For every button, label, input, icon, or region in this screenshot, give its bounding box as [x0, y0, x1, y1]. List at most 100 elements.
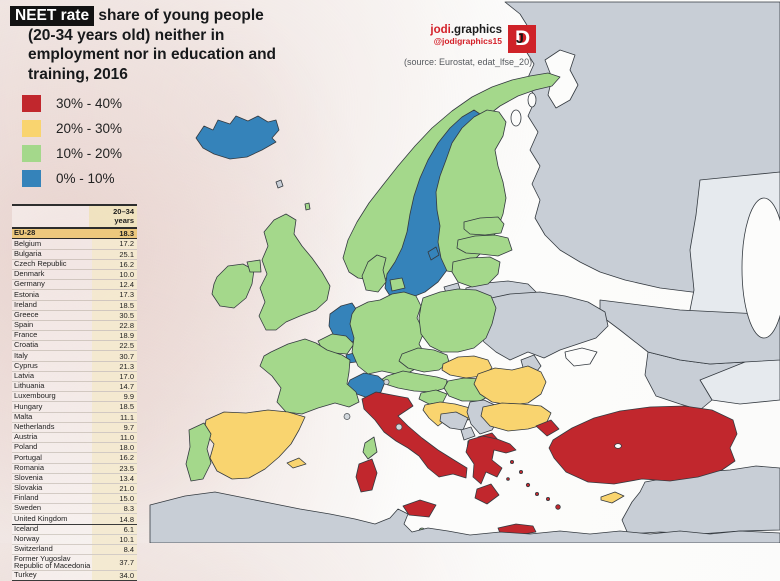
- neet-value-cell: 10.0: [92, 269, 137, 280]
- brand-name: jodi.graphics: [430, 24, 502, 36]
- country-denmark: [361, 254, 387, 293]
- balearics: [286, 457, 307, 469]
- table-row: Finland 15.0: [12, 493, 137, 505]
- country-latvia: [456, 234, 513, 257]
- country-ireland: [211, 263, 255, 309]
- micro-state-monaco: [343, 413, 351, 420]
- neet-value-cell: 14.7: [92, 382, 137, 392]
- country-lithuania: [451, 256, 501, 288]
- country-name-cell: Latvia: [14, 371, 35, 380]
- table-row: Cyprus 21.3: [12, 361, 137, 372]
- country-name-cell: Czech Republic: [14, 258, 67, 268]
- country-name-cell: Finland: [14, 493, 39, 503]
- country-name-cell: Hungary: [14, 401, 43, 411]
- country-name-cell: Austria: [14, 432, 38, 442]
- legend-swatch: [22, 170, 41, 187]
- aegean-island: [535, 491, 540, 496]
- country-name-cell: Estonia: [14, 289, 40, 299]
- aegean-island: [509, 459, 514, 464]
- sicily: [402, 499, 437, 518]
- northern-ireland: [246, 259, 262, 273]
- turkish-lake: [614, 443, 622, 449]
- table-row: Malta 11.1: [12, 412, 137, 423]
- table-row: Turkey 34.0: [12, 571, 137, 581]
- table-row: Belgium 17.2: [12, 238, 137, 250]
- lake-onega: [527, 92, 537, 108]
- neet-value-cell: 30.5: [92, 310, 137, 320]
- country-iceland: [195, 115, 280, 160]
- country-france: [259, 338, 360, 415]
- logo-letter-d: D: [515, 27, 531, 50]
- micro-state-san-marino: [395, 423, 403, 431]
- neet-value-cell: 14.8: [92, 514, 137, 524]
- neet-value-cell: 13.4: [92, 473, 137, 483]
- legend: 30% - 40% 20% - 30% 10% - 20% 0% - 10%: [22, 91, 122, 191]
- gotland: [427, 246, 440, 261]
- country-name-cell: EU-28: [14, 228, 36, 238]
- table-row: Greece 30.5: [12, 311, 137, 321]
- country-name-cell: Croatia: [14, 340, 39, 350]
- neet-value-cell: 17.0: [92, 371, 137, 381]
- table-top-rule: [12, 204, 137, 207]
- country-cyprus: [600, 491, 625, 504]
- country-name-cell: United Kingdom: [14, 513, 68, 523]
- europe-map: [149, 1, 780, 543]
- country-greece: [465, 435, 517, 485]
- neet-value-cell: 25.1: [92, 249, 137, 259]
- table-row: Poland 18.0: [12, 443, 137, 454]
- table-row: EU-28 18.3: [12, 228, 137, 240]
- neet-value-cell: 18.5: [92, 300, 137, 310]
- neet-value-cell: 18.9: [92, 331, 137, 341]
- legend-swatch: [22, 95, 41, 112]
- twitter-handle: @jodigraphics15: [433, 36, 502, 46]
- country-name-cell: France: [14, 330, 38, 340]
- legend-label: 20% - 30%: [56, 121, 123, 136]
- table-row: Germany 12.4: [12, 279, 137, 291]
- title-badge: NEET rate: [10, 6, 95, 26]
- country-name-cell: Belgium: [14, 238, 42, 248]
- country-slovenia: [418, 389, 448, 405]
- country-name-cell: Luxembourg: [14, 391, 56, 401]
- credit-block: jodi.graphics @jodigraphics15 D J: [398, 24, 536, 53]
- legend-item: 30% - 40%: [22, 91, 122, 116]
- neet-value-cell: 17.3: [92, 290, 137, 300]
- legend-swatch: [22, 145, 41, 162]
- jd-logo: D J: [508, 25, 536, 53]
- table-row: Ireland 18.5: [12, 300, 137, 311]
- country-name-cell: Portugal: [14, 452, 42, 462]
- country-name-cell: Sweden: [14, 503, 42, 513]
- country-uk: [258, 213, 331, 331]
- denmark-islands: [389, 277, 406, 292]
- country-name-cell: Germany: [14, 279, 45, 289]
- table-row: Bulgaria 25.1: [12, 248, 137, 260]
- country-name-cell: Lithuania: [14, 381, 45, 391]
- neet-value-cell: 37.7: [92, 555, 137, 571]
- neet-value-cell: 21.0: [92, 483, 137, 494]
- country-name-cell: Turkey: [14, 570, 37, 580]
- neet-value-cell: 9.9: [92, 392, 137, 402]
- country-name-cell: Spain: [14, 320, 34, 330]
- table-row: Estonia 17.3: [12, 289, 137, 301]
- country-name-cell: Netherlands: [14, 421, 55, 431]
- neet-value-cell: 18.0: [92, 443, 137, 453]
- neet-value-cell: 12.4: [92, 280, 137, 290]
- table-row: Romania 23.5: [12, 463, 137, 474]
- table-row: Portugal 16.2: [12, 452, 137, 464]
- country-south-russia: [599, 299, 780, 365]
- table-row: Lithuania 14.7: [12, 381, 137, 393]
- aegean-island: [506, 477, 510, 481]
- legend-swatch: [22, 120, 41, 137]
- table-row: Luxembourg 9.9: [12, 391, 137, 403]
- legend-item: 0% - 10%: [22, 166, 122, 191]
- neet-value-cell: 17.2: [92, 239, 137, 249]
- neet-value-cell: 18.5: [92, 402, 137, 412]
- table-row: Latvia 17.0: [12, 372, 137, 382]
- neet-value-cell: 21.3: [92, 361, 137, 371]
- table-row: Austria 11.0: [12, 432, 137, 444]
- table-row: Spain 22.8: [12, 320, 137, 332]
- country-italy: [361, 391, 468, 479]
- country-name-cell: Bulgaria: [14, 248, 42, 258]
- corsica: [362, 436, 378, 460]
- country-turkey: [548, 405, 738, 485]
- aegean-island: [546, 496, 551, 501]
